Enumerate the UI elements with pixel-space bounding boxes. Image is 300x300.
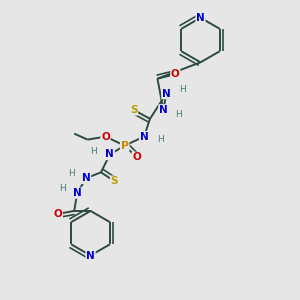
Text: H: H bbox=[157, 135, 164, 144]
Text: N: N bbox=[140, 132, 148, 142]
Text: O: O bbox=[53, 209, 62, 219]
Text: H: H bbox=[175, 110, 181, 119]
Text: S: S bbox=[111, 176, 118, 186]
Text: N: N bbox=[162, 88, 171, 98]
Text: N: N bbox=[86, 250, 95, 260]
Text: N: N bbox=[73, 188, 82, 198]
Text: N: N bbox=[196, 13, 205, 23]
Text: O: O bbox=[101, 132, 110, 142]
Text: H: H bbox=[59, 184, 66, 193]
Text: S: S bbox=[130, 105, 137, 115]
Text: N: N bbox=[159, 105, 168, 115]
Text: P: P bbox=[121, 140, 129, 151]
Text: O: O bbox=[132, 152, 141, 162]
Text: O: O bbox=[171, 69, 180, 79]
Text: H: H bbox=[68, 169, 75, 178]
Text: H: H bbox=[179, 85, 186, 94]
Text: H: H bbox=[90, 147, 97, 156]
Text: N: N bbox=[106, 149, 114, 160]
Text: N: N bbox=[82, 173, 91, 183]
